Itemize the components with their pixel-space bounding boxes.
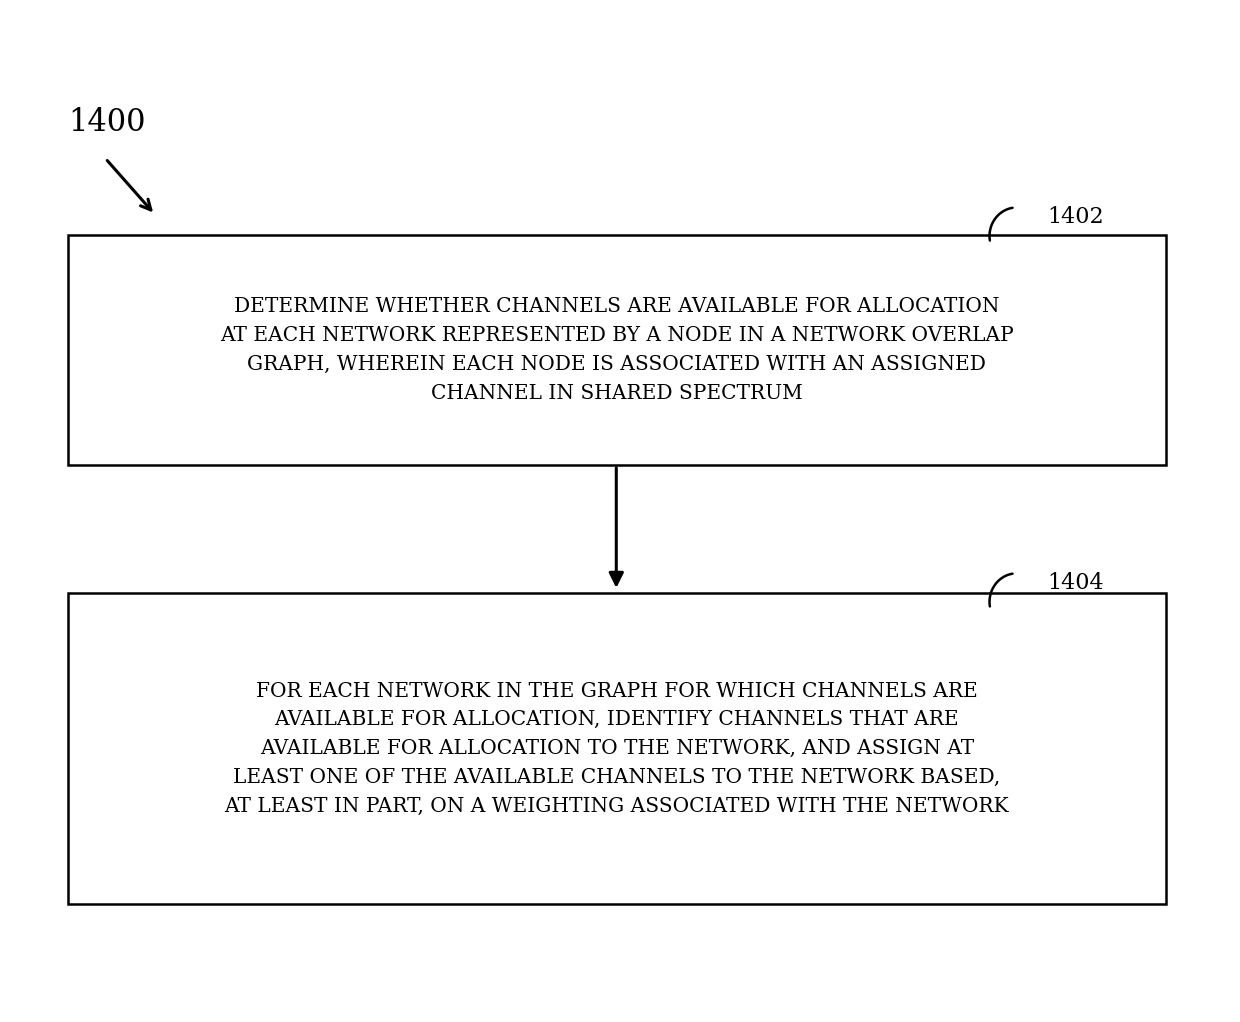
Text: FOR EACH NETWORK IN THE GRAPH FOR WHICH CHANNELS ARE
AVAILABLE FOR ALLOCATION, I: FOR EACH NETWORK IN THE GRAPH FOR WHICH …	[224, 682, 1009, 816]
Bar	[68, 235, 1166, 465]
Bar	[68, 593, 1166, 904]
Text: 1402: 1402	[1048, 205, 1105, 228]
Text: DETERMINE WHETHER CHANNELS ARE AVAILABLE FOR ALLOCATION
AT EACH NETWORK REPRESEN: DETERMINE WHETHER CHANNELS ARE AVAILABLE…	[219, 297, 1014, 403]
Text: 1400: 1400	[68, 107, 146, 138]
Text: 1404: 1404	[1048, 571, 1105, 594]
